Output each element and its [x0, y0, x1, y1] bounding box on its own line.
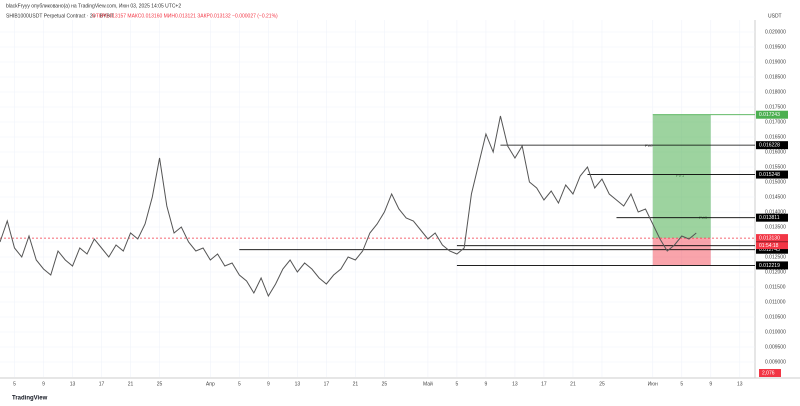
y-tick-label: 0.010500: [765, 314, 786, 320]
x-tick-label: 9: [267, 381, 270, 387]
x-tick-label: 21: [570, 381, 576, 387]
x-tick-label: 13: [70, 381, 76, 387]
price-tag: [756, 213, 788, 222]
y-tick-label: 0.017500: [765, 104, 786, 110]
price-tag: [756, 234, 788, 243]
x-tick-label: 9: [485, 381, 488, 387]
price-tag: [756, 261, 788, 270]
countdown-tag: [756, 242, 788, 250]
x-tick-label: 17: [541, 381, 547, 387]
x-tick-label: 25: [157, 381, 163, 387]
x-tick-label: 9: [42, 381, 45, 387]
price-tag: [756, 110, 788, 119]
x-tick-label: 5: [238, 381, 241, 387]
y-tick-label: 0.009500: [765, 344, 786, 350]
y-tick-label: 0.013500: [765, 224, 786, 230]
y-tick-label: 0.011500: [765, 284, 786, 290]
price-line: [0, 115, 697, 298]
price-tag-label: 0.016228: [759, 142, 780, 148]
brand: TradingView: [12, 396, 48, 402]
y-tick-label: 0.011000: [765, 299, 786, 305]
x-tick-label: Май: [423, 380, 433, 387]
x-tick-label: 25: [599, 381, 605, 387]
x-tick-label: 13: [737, 381, 743, 387]
target-zone: [652, 114, 711, 239]
countdown: 01:54:18: [759, 243, 779, 249]
y-tick-label: 0.019500: [765, 44, 786, 50]
x-tick-label: 5: [456, 381, 459, 387]
y-tick-label: 0.020000: [765, 29, 786, 35]
price-tag: [756, 170, 788, 179]
x-tick-label: 5: [13, 381, 16, 387]
price-tag-label: 0.013130: [759, 235, 780, 241]
price-tag-label: 0.015248: [759, 172, 780, 178]
y-tick-label: 0.015000: [765, 179, 786, 185]
x-tick-label: 17: [99, 381, 105, 387]
y-tick-label: 0.014500: [765, 194, 786, 200]
price-tag-label: 0.013811: [759, 215, 780, 221]
price-tag-label: 0.012743: [759, 247, 780, 253]
price-tag-label: 0.012219: [759, 263, 780, 269]
volume-label: 2,076: [762, 370, 775, 376]
chart-title: SHIB1000USDT Perpetual Contract · 2ч · B…: [6, 13, 114, 19]
y-tick-label: 0.017000: [765, 119, 786, 125]
y-tick-label: 0.010000: [765, 329, 786, 335]
published-note: blackFryyy опубликовано(а) на TradingVie…: [6, 3, 181, 9]
x-tick-label: Апр: [206, 381, 215, 387]
x-tick-label: 9: [709, 381, 712, 387]
y-tick-label: 0.016500: [765, 134, 786, 140]
y-unit: USDT: [768, 13, 782, 19]
x-tick-label: Июн: [648, 381, 658, 387]
price-tag-label: 0.017243: [759, 112, 780, 118]
y-tick-label: 0.016000: [765, 149, 786, 155]
ohlc: ОТКР0.013157 МАКС0.013160 МИН0.013121 ЗА…: [92, 13, 278, 19]
y-tick-label: 0.018000: [765, 89, 786, 95]
x-tick-label: 13: [295, 381, 301, 387]
price-tag: [756, 141, 788, 150]
x-tick-label: 21: [353, 381, 359, 387]
x-tick-label: 17: [324, 381, 330, 387]
y-tick-label: 0.019000: [765, 59, 786, 65]
y-tick-label: 0.018500: [765, 74, 786, 80]
x-tick-label: 13: [512, 381, 518, 387]
price-tag: [756, 245, 788, 254]
y-tick-label: 0.015500: [765, 164, 786, 170]
volume-tag: [759, 369, 781, 377]
x-tick-label: 21: [128, 381, 134, 387]
y-tick-label: 0.012500: [765, 254, 786, 260]
x-tick-label: 5: [680, 381, 683, 387]
y-tick-label: 0.014000: [765, 209, 786, 215]
x-tick-label: 25: [382, 381, 388, 387]
y-tick-label: 0.012000: [765, 269, 786, 275]
fvg-label: FVG: [645, 143, 653, 148]
y-tick-label: 0.009000: [765, 359, 786, 365]
